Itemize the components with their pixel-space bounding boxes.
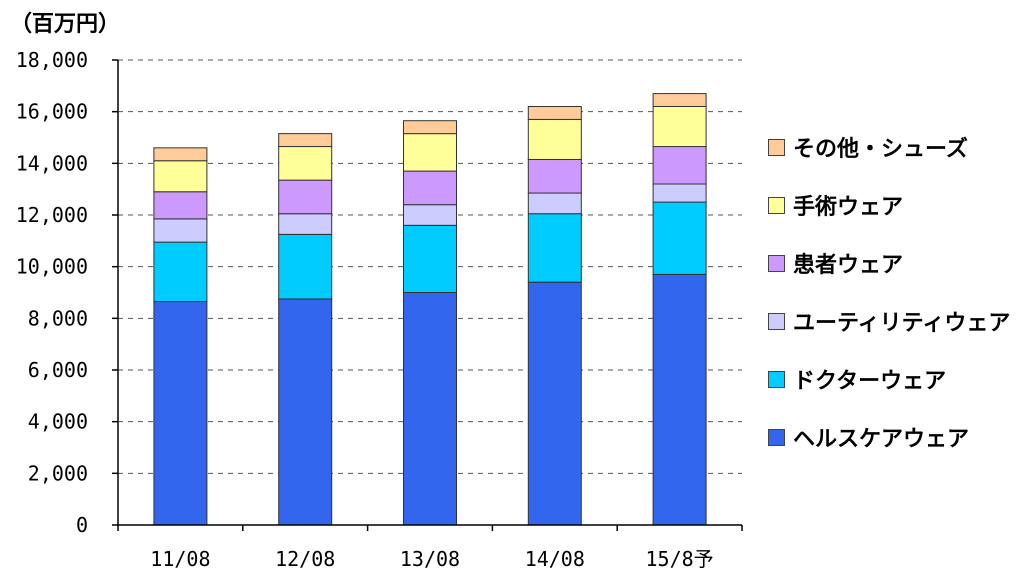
y-tick-label-8: 16,000 xyxy=(16,100,88,124)
bar-segment-3-3 xyxy=(527,158,582,194)
bar-segment-2-0 xyxy=(403,292,457,526)
legend-swatch xyxy=(768,138,785,156)
y-tick-label-0: 0 xyxy=(76,513,88,537)
y-tick-label-5: 10,000 xyxy=(16,255,88,279)
bar-segment-1-0 xyxy=(278,298,333,526)
bar-segment-1-4 xyxy=(278,146,333,181)
bar-segment-4-5 xyxy=(652,93,707,108)
bar-segment-3-5 xyxy=(527,106,582,120)
y-tick-label-4: 8,000 xyxy=(28,306,88,330)
legend-item-0: その他・シューズ xyxy=(768,118,1010,176)
bar-segment-0-3 xyxy=(153,191,208,220)
legend-item-4: ドクターウェア xyxy=(768,350,1010,408)
bar-segment-4-4 xyxy=(652,106,707,148)
x-tick-label-4: 15/8予 xyxy=(646,547,714,571)
y-tick-label-9: 18,000 xyxy=(16,48,88,72)
bar-segment-4-0 xyxy=(652,273,707,526)
legend-item-2: 患者ウェア xyxy=(768,234,1010,292)
y-tick-label-7: 14,000 xyxy=(16,151,88,175)
legend-swatch xyxy=(768,312,785,330)
bar-segment-2-4 xyxy=(403,133,457,172)
legend-label: 患者ウェア xyxy=(793,253,904,278)
bar-segment-3-4 xyxy=(527,118,582,160)
legend-swatch xyxy=(768,254,785,272)
legend-item-5: ヘルスケアウェア xyxy=(768,408,1010,466)
y-tick-label-3: 6,000 xyxy=(28,358,88,382)
x-tick-label-1: 12/08 xyxy=(275,547,335,571)
bar-segment-2-3 xyxy=(403,170,457,206)
bar-segment-1-5 xyxy=(278,133,333,148)
legend-label: その他・シューズ xyxy=(793,137,968,162)
legend-item-3: ユーティリティウェア xyxy=(768,292,1010,350)
bar-segment-0-0 xyxy=(153,301,208,526)
legend-swatch xyxy=(768,196,785,214)
x-tick-label-2: 13/08 xyxy=(400,547,460,571)
x-tick-label-3: 14/08 xyxy=(525,547,585,571)
bar-segment-3-1 xyxy=(527,213,582,283)
bar-segment-4-2 xyxy=(652,183,707,203)
bar-segment-2-2 xyxy=(403,204,457,226)
bar-segment-0-4 xyxy=(153,160,208,193)
bar-segment-1-3 xyxy=(278,179,333,215)
bars xyxy=(153,93,707,526)
bar-segment-4-3 xyxy=(652,146,707,185)
bar-segment-0-1 xyxy=(153,241,208,303)
legend-item-1: 手術ウェア xyxy=(768,176,1010,234)
bar-segment-0-5 xyxy=(153,147,208,162)
bar-segment-3-2 xyxy=(527,192,582,215)
y-tick-label-1: 2,000 xyxy=(28,461,88,485)
legend-label: ヘルスケアウェア xyxy=(793,427,970,452)
legend-label: ドクターウェア xyxy=(793,369,947,394)
x-tick-label-0: 11/08 xyxy=(150,547,210,571)
y-tick-label-6: 12,000 xyxy=(16,203,88,227)
legend-label: 手術ウェア xyxy=(793,195,904,220)
legend-label: ユーティリティウェア xyxy=(793,311,1011,336)
y-tick-label-2: 4,000 xyxy=(28,410,88,434)
legend-swatch xyxy=(768,370,785,388)
bar-segment-1-1 xyxy=(278,233,333,300)
axes: 0 2,000 4,000 6,000 8,000 10,000 12,000 14,000 1… xyxy=(16,48,743,571)
legend-swatch xyxy=(768,428,785,446)
bar-segment-1-2 xyxy=(278,213,333,235)
bar-segment-2-1 xyxy=(403,224,457,293)
bar-segment-3-0 xyxy=(527,281,582,526)
legend: その他・シューズ 手術ウェア患者ウェアユーティリティウェア ドクターウェア ヘルスケア… xyxy=(768,118,1010,466)
unit-label: （百万円） xyxy=(10,12,121,37)
bar-segment-2-5 xyxy=(403,120,457,135)
bar-segment-0-2 xyxy=(153,218,208,243)
bar-segment-4-1 xyxy=(652,201,707,275)
